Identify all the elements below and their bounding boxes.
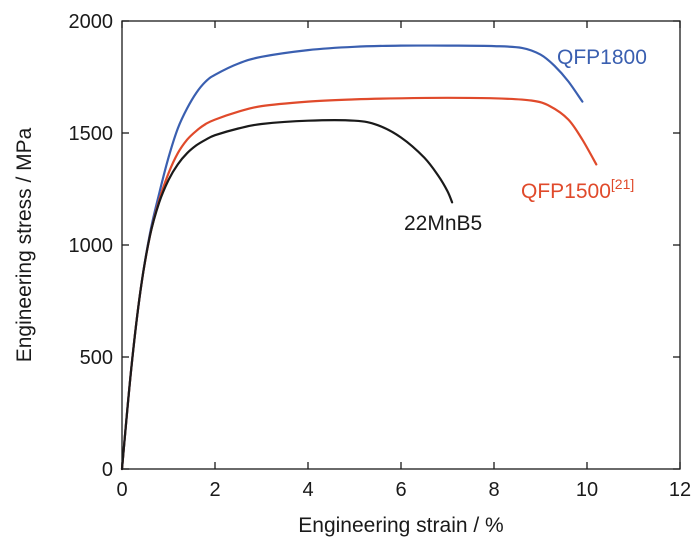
series-line-22mnb5 xyxy=(120,119,454,471)
series-label-qfp1500-main: QFP1500 xyxy=(521,180,611,203)
axis-tick-labels: 0 2 4 6 8 10 12 0 500 1000 1500 2000 xyxy=(69,11,692,501)
series-line-qfp1500 xyxy=(120,96,598,471)
series-label-22mnb5: 22MnB5 xyxy=(404,212,482,235)
x-tick-label-8: 8 xyxy=(488,479,499,501)
x-tick-label-0: 0 xyxy=(116,479,127,501)
series-labels: QFP1800 QFP1500[21] 22MnB5 xyxy=(404,46,647,235)
y-axis-title: Engineering stress / MPa xyxy=(13,127,36,362)
y-tick-label-1000: 1000 xyxy=(69,235,114,257)
x-tick-label-6: 6 xyxy=(395,479,406,501)
series-label-qfp1500: QFP1500[21] xyxy=(521,176,634,203)
x-tick-label-2: 2 xyxy=(209,479,220,501)
y-tick-label-500: 500 xyxy=(80,347,113,369)
y-tick-label-2000: 2000 xyxy=(69,11,114,33)
series-label-qfp1500-superscript: [21] xyxy=(611,176,634,192)
x-tick-label-10: 10 xyxy=(576,479,598,501)
x-tick-label-12: 12 xyxy=(669,479,691,501)
x-tick-label-4: 4 xyxy=(302,479,313,501)
series-line-qfp1800 xyxy=(120,44,584,471)
axis-ticks xyxy=(121,20,681,470)
y-tick-label-0: 0 xyxy=(102,459,113,481)
series-label-qfp1800: QFP1800 xyxy=(557,46,647,69)
y-tick-label-1500: 1500 xyxy=(69,123,114,145)
series-curves xyxy=(120,44,598,471)
plot-frame xyxy=(121,20,681,470)
x-axis-title: Engineering strain / % xyxy=(298,514,503,537)
